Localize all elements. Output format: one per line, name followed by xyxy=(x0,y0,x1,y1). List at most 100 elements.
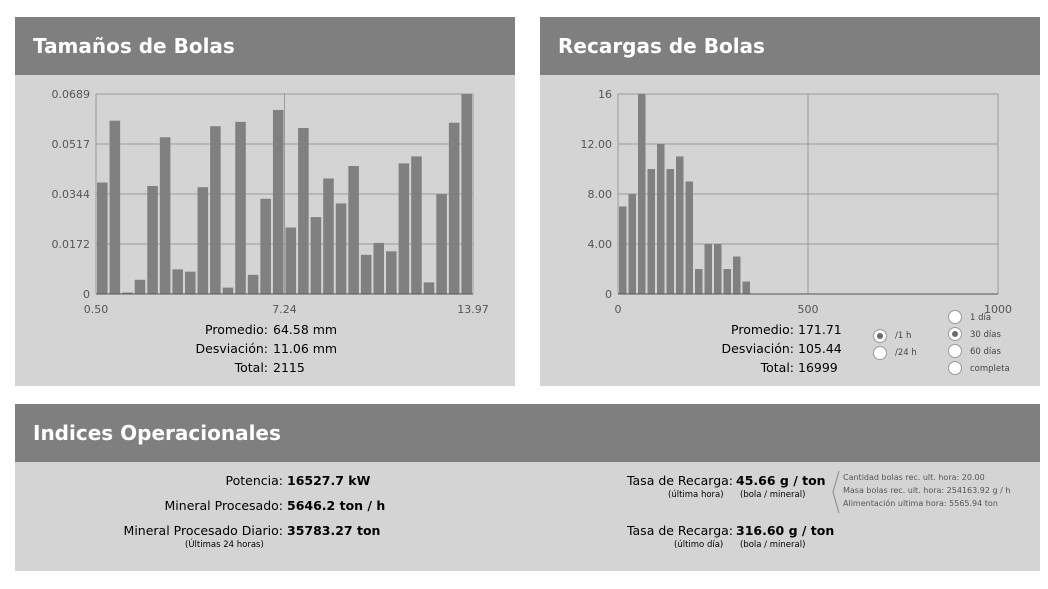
mineral-value: 5646.2 ton / h xyxy=(287,498,386,513)
sizes-avg-value: 64.58 mm xyxy=(273,322,338,337)
recharges-bar xyxy=(638,94,646,294)
recharges-total-value: 16999 xyxy=(798,360,838,375)
sizes-bar xyxy=(423,282,435,294)
recharges-y-tick-label: 0 xyxy=(605,288,612,301)
recharges-total-label: Total: xyxy=(760,360,794,375)
recharges-bar xyxy=(733,256,741,294)
diario-sub: (Últimas 24 horas) xyxy=(185,540,264,550)
recharges-bar xyxy=(619,206,627,294)
rate-radio-1h[interactable] xyxy=(873,329,887,343)
recharges-stats: Promedio: 171.71 Desviación: 105.44 Tota… xyxy=(540,320,870,380)
diario-label: Mineral Procesado Diario: xyxy=(123,523,283,538)
tasa2-value: 316.60 g / ton xyxy=(736,523,835,538)
tasa1-label: Tasa de Recarga: xyxy=(626,473,733,488)
recharges-dev-value: 105.44 xyxy=(798,341,842,356)
tasa1-value: 45.66 g / ton xyxy=(736,473,826,488)
sizes-bar xyxy=(272,109,284,294)
period-radio-complete[interactable] xyxy=(948,361,962,375)
recharges-bar xyxy=(742,281,750,294)
sizes-bar xyxy=(373,242,385,294)
sizes-bar xyxy=(235,121,246,294)
sizes-y-tick-label: 0.0344 xyxy=(52,188,91,201)
sizes-bar xyxy=(386,251,397,294)
recharges-panel: Recargas de Bolas 0 4.00 8.00 12.00 16 0 500 10… xyxy=(540,17,1040,386)
sizes-dev-label: Desviación: xyxy=(195,341,269,356)
sizes-bar xyxy=(436,194,447,294)
sizes-dev-value: 11.06 mm xyxy=(273,341,338,356)
sizes-bar xyxy=(184,271,196,294)
sizes-x-tick-label: 7.24 xyxy=(272,303,297,316)
tasa1-sub-unit: (bola / mineral) xyxy=(740,490,806,500)
period-radio-1-day-label: 1 día xyxy=(970,313,992,323)
period-radio-1-day[interactable] xyxy=(948,310,962,324)
rate-radio-24h-label: /24 h xyxy=(895,348,917,358)
sizes-bar xyxy=(122,292,133,294)
tasa2-sub-period: (último día) xyxy=(674,540,724,550)
note-mass: Masa bolas rec. ult. hora: 254163.92 g /… xyxy=(843,486,1011,495)
sizes-bar xyxy=(134,279,146,294)
sizes-bar xyxy=(310,217,322,294)
sizes-bar xyxy=(97,182,108,294)
period-radio-30-days[interactable] xyxy=(948,327,962,341)
recharges-bar xyxy=(723,269,731,294)
period-radio-complete-label: completa xyxy=(970,364,1010,374)
sizes-x-tick-label: 13.97 xyxy=(457,303,489,316)
recharges-x-tick-label: 500 xyxy=(798,303,819,316)
rate-radio-1h-label: /1 h xyxy=(895,331,912,341)
rate-radio-group: /1 h /24 h xyxy=(873,327,933,367)
tasa2-label: Tasa de Recarga: xyxy=(626,523,733,538)
recharges-y-tick-label: 12.00 xyxy=(581,138,613,151)
recharges-bar xyxy=(685,181,693,294)
recharges-bar xyxy=(704,244,712,294)
sizes-x-tick-label: 0.50 xyxy=(84,303,109,316)
note-bracket xyxy=(832,470,840,514)
sizes-stats: Promedio: 64.58 mm Desviación: 11.06 mm … xyxy=(15,320,515,380)
potencia-label: Potencia: xyxy=(225,473,283,488)
recharges-x-tick-label: 1000 xyxy=(984,303,1012,316)
sizes-avg-label: Promedio: xyxy=(205,322,268,337)
period-radio-60-days[interactable] xyxy=(948,344,962,358)
recharges-y-tick-label: 8.00 xyxy=(588,188,613,201)
recharges-panel-title: Recargas de Bolas xyxy=(540,17,1040,75)
rate-radio-24h[interactable] xyxy=(873,346,887,360)
sizes-bar xyxy=(197,187,209,294)
recharges-bar xyxy=(676,156,684,294)
sizes-bar xyxy=(298,127,309,294)
note-quantity: Cantidad bolas rec. ult. hora: 20.00 xyxy=(843,473,985,482)
sizes-y-tick-label: 0.0689 xyxy=(52,88,91,101)
sizes-bar xyxy=(461,94,472,294)
sizes-total-value: 2115 xyxy=(273,360,305,375)
recharges-x-tick-label: 0 xyxy=(615,303,622,316)
sizes-bar xyxy=(348,165,359,294)
sizes-bar xyxy=(411,156,422,294)
tasa1-sub-period: (última hora) xyxy=(668,490,724,500)
sizes-bar xyxy=(260,198,271,294)
recharges-avg-value: 171.71 xyxy=(798,322,842,337)
recharges-bar xyxy=(628,194,636,294)
recharges-bar xyxy=(714,244,722,294)
potencia-value: 16527.7 kW xyxy=(287,473,371,488)
sizes-y-tick-label: 0 xyxy=(83,288,90,301)
period-radio-60-days-label: 60 días xyxy=(970,347,1001,357)
recharges-bar xyxy=(657,144,665,294)
mineral-label: Mineral Procesado: xyxy=(164,498,283,513)
recharges-bar xyxy=(647,169,655,294)
tasa2-sub-unit: (bola / mineral) xyxy=(740,540,806,550)
recharges-histogram: 0 4.00 8.00 12.00 16 0 500 1000 xyxy=(581,88,1013,316)
period-radio-30-days-label: 30 días xyxy=(970,330,1001,340)
recharges-bar xyxy=(666,169,674,294)
indices-panel: Indices Operacionales Potencia: 16527.7 … xyxy=(15,404,1040,571)
note-feed: Alimentación ultima hora: 5565.94 ton xyxy=(843,499,998,508)
sizes-bar xyxy=(448,122,460,294)
sizes-bar xyxy=(210,126,221,294)
recharges-dev-label: Desviación: xyxy=(721,341,795,356)
recharges-avg-label: Promedio: xyxy=(731,322,794,337)
recharges-y-tick-label: 16 xyxy=(598,88,612,101)
sizes-bar xyxy=(159,137,171,294)
sizes-bar xyxy=(285,227,297,294)
period-radio-group: 1 día 30 días 60 días completa xyxy=(948,309,1038,379)
recharges-bar xyxy=(695,269,703,294)
sizes-histogram: 0 0.0172 0.0344 0.0517 0.0689 0.50 7.24 13.97 xyxy=(52,88,489,316)
sizes-bar xyxy=(360,254,372,294)
sizes-total-label: Total: xyxy=(234,360,268,375)
